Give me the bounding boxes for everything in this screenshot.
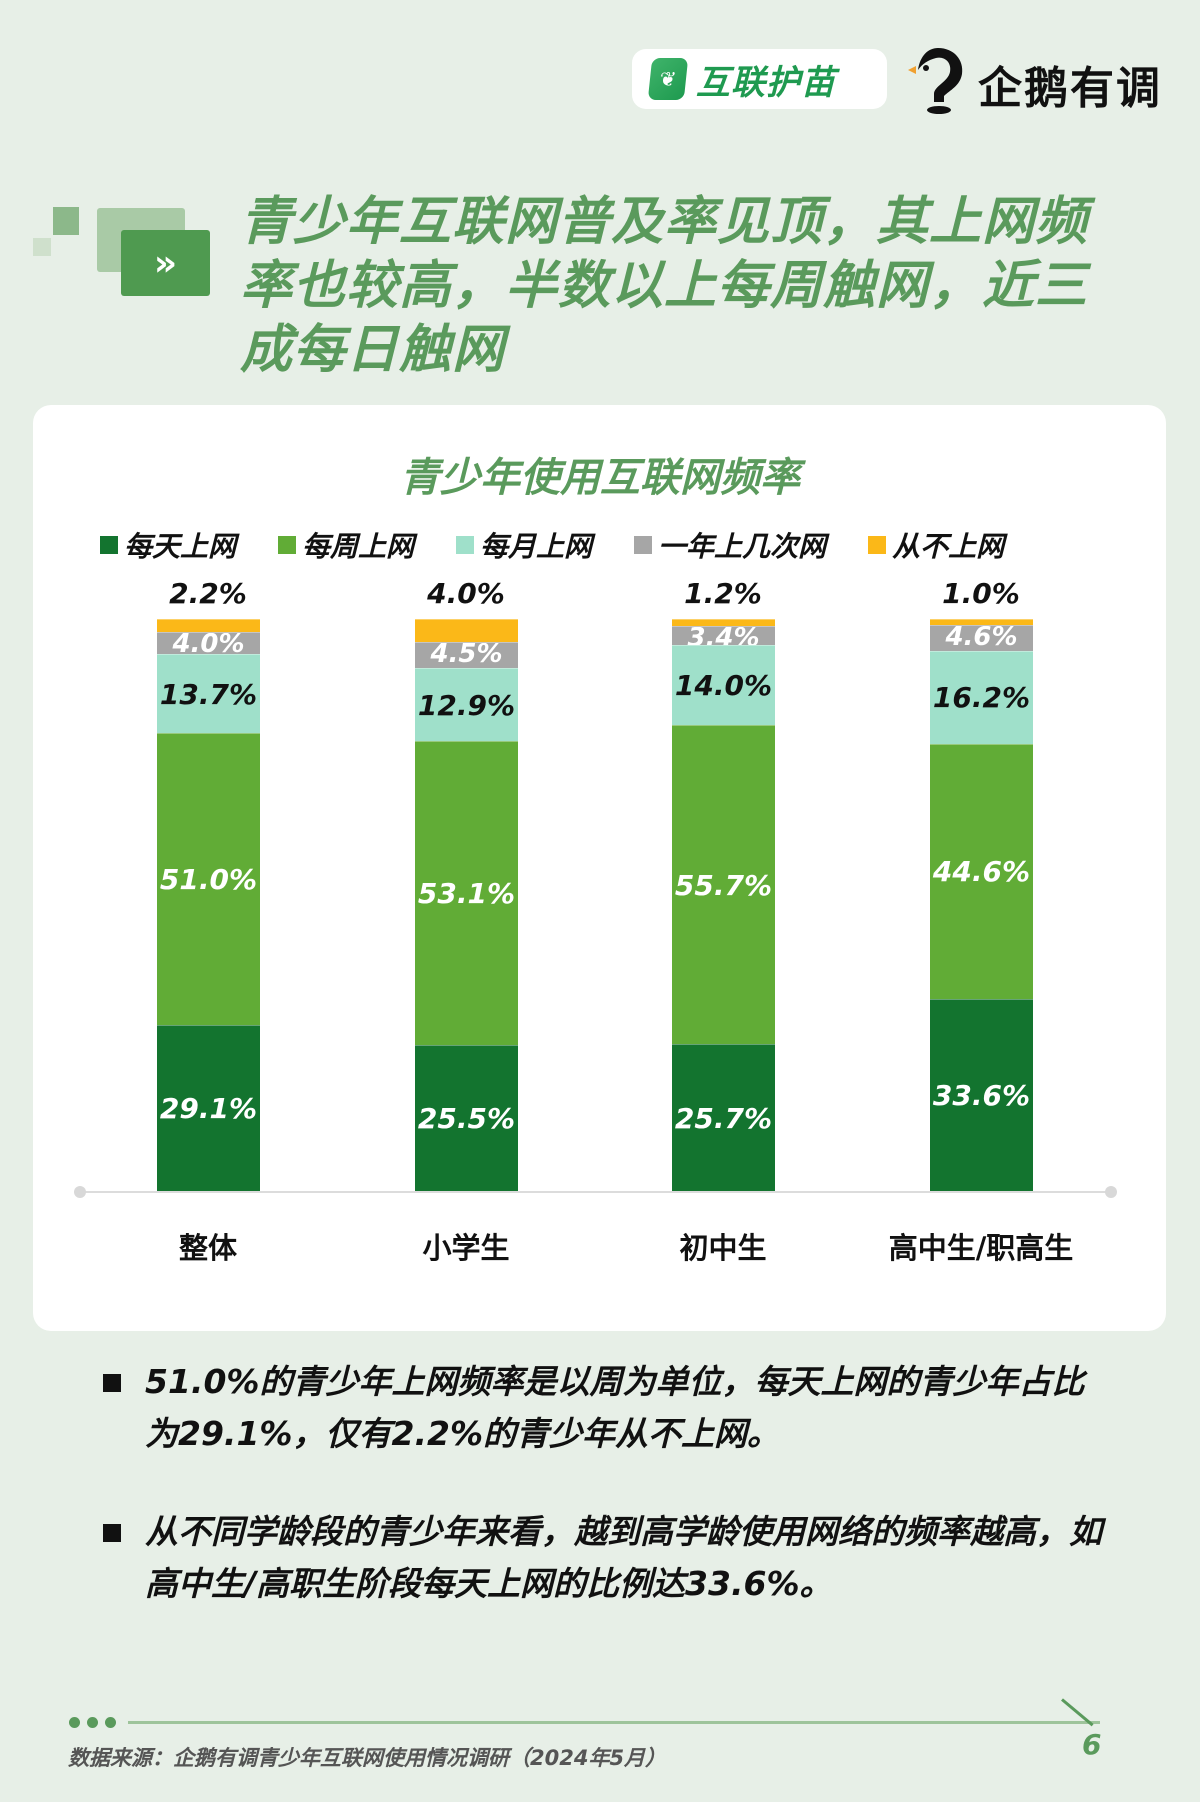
decor-square [33, 238, 51, 256]
x-axis-label: 高中生/职高生 [888, 1231, 1074, 1265]
footer-dot [69, 1717, 80, 1728]
bar-segment: 53.1% [415, 741, 518, 1046]
bar-segment: 4.6% [930, 624, 1033, 652]
legend-swatch [634, 536, 653, 554]
bar-segment [930, 619, 1033, 625]
bar-0: 29.1% 51.0% 13.7% 4.0% [157, 619, 260, 1191]
penguin-icon [908, 48, 963, 114]
legend-swatch [278, 536, 297, 554]
bar-segment: 25.7% [672, 1044, 775, 1191]
double-chevron-right-icon: » [121, 230, 210, 296]
bar-segment: 16.2% [930, 651, 1033, 744]
legend-label: 每月上网 [480, 530, 593, 563]
brand-logo-hulianhumiao: ❦ 互联护苗 [632, 49, 887, 109]
legend-label: 一年上几次网 [658, 530, 827, 563]
bar-segment: 13.7% [157, 654, 260, 733]
bullet-square-icon [103, 1524, 121, 1542]
bullet-square-icon [103, 1374, 121, 1392]
bar-top-label: 1.0% [942, 577, 1020, 610]
brand-name: 互联护苗 [696, 62, 836, 103]
bar-segment: 4.5% [415, 641, 518, 668]
axis-end-dot [74, 1186, 86, 1198]
legend-label: 每天上网 [124, 530, 237, 563]
x-axis-label: 整体 [178, 1231, 237, 1265]
legend-item-yearly: 一年上几次网 [634, 525, 826, 565]
bar-segment: 25.5% [415, 1045, 518, 1191]
bar-3: 33.6% 44.6% 16.2% 4.6% [930, 619, 1033, 1191]
x-axis-label: 小学生 [422, 1231, 510, 1265]
bar-segment [415, 619, 518, 642]
legend-swatch [100, 536, 118, 554]
legend-label: 每周上网 [302, 530, 415, 563]
bullet-point: 51.0%的青少年上网频率是以周为单位，每天上网的青少年占比为29.1%，仅有2… [103, 1356, 1103, 1460]
leaf-icon: ❦ [647, 58, 689, 100]
legend-swatch [456, 536, 475, 554]
legend-label: 从不上网 [892, 530, 1005, 563]
legend-item-daily: 每天上网 [100, 525, 236, 565]
x-axis [78, 1191, 1112, 1193]
footer-dot [105, 1717, 116, 1728]
bar-segment [157, 619, 260, 632]
bullet-text: 从不同学龄段的青少年来看，越到高学龄使用网络的频率越高，如高中生/高职生阶段每天… [145, 1512, 1102, 1603]
bar-2: 25.7% 55.7% 14.0% 3.4% [672, 619, 775, 1191]
x-axis-label: 初中生 [679, 1231, 767, 1265]
legend-item-never: 从不上网 [868, 525, 1004, 565]
partner-name: 企鹅有调 [978, 63, 1162, 114]
footer-dot [87, 1717, 98, 1728]
bar-segment: 4.0% [157, 631, 260, 655]
bar-segment: 29.1% [157, 1024, 260, 1191]
chart-title: 青少年使用互联网频率 [400, 455, 800, 501]
decor-square [53, 207, 79, 235]
bar-segment: 12.9% [415, 667, 518, 742]
legend-item-weekly: 每周上网 [278, 525, 414, 565]
bullet-point: 从不同学龄段的青少年来看，越到高学龄使用网络的频率越高，如高中生/高职生阶段每天… [103, 1506, 1103, 1610]
bar-segment: 44.6% [930, 743, 1033, 999]
footer-line [128, 1721, 1100, 1724]
bar-segment: 51.0% [157, 732, 260, 1025]
bar-segment: 33.6% [930, 998, 1033, 1191]
bar-top-label: 2.2% [169, 577, 247, 610]
bar-top-label: 4.0% [427, 577, 505, 610]
bar-top-label: 1.2% [684, 577, 762, 610]
legend-swatch [868, 536, 887, 554]
bullet-text: 51.0%的青少年上网频率是以周为单位，每天上网的青少年占比为29.1%，仅有2… [145, 1362, 1085, 1453]
bar-1: 25.5% 53.1% 12.9% 4.5% [415, 619, 518, 1191]
bar-segment [672, 619, 775, 626]
page-number: 6 [1082, 1728, 1102, 1761]
page-title: 青少年互联网普及率见顶，其上网频率也较高，半数以上每周触网，近三成每日触网 [240, 192, 1089, 380]
legend-item-monthly: 每月上网 [456, 525, 592, 565]
bar-segment: 14.0% [672, 645, 775, 726]
bar-segment: 3.4% [672, 625, 775, 646]
chart-legend: 每天上网 每周上网 每月上网 一年上几次网 从不上网 [100, 525, 1120, 565]
data-source: 数据来源：企鹅有调青少年互联网使用情况调研（2024年5月） [68, 1746, 667, 1770]
axis-end-dot [1105, 1186, 1117, 1198]
bar-segment: 55.7% [672, 725, 775, 1044]
